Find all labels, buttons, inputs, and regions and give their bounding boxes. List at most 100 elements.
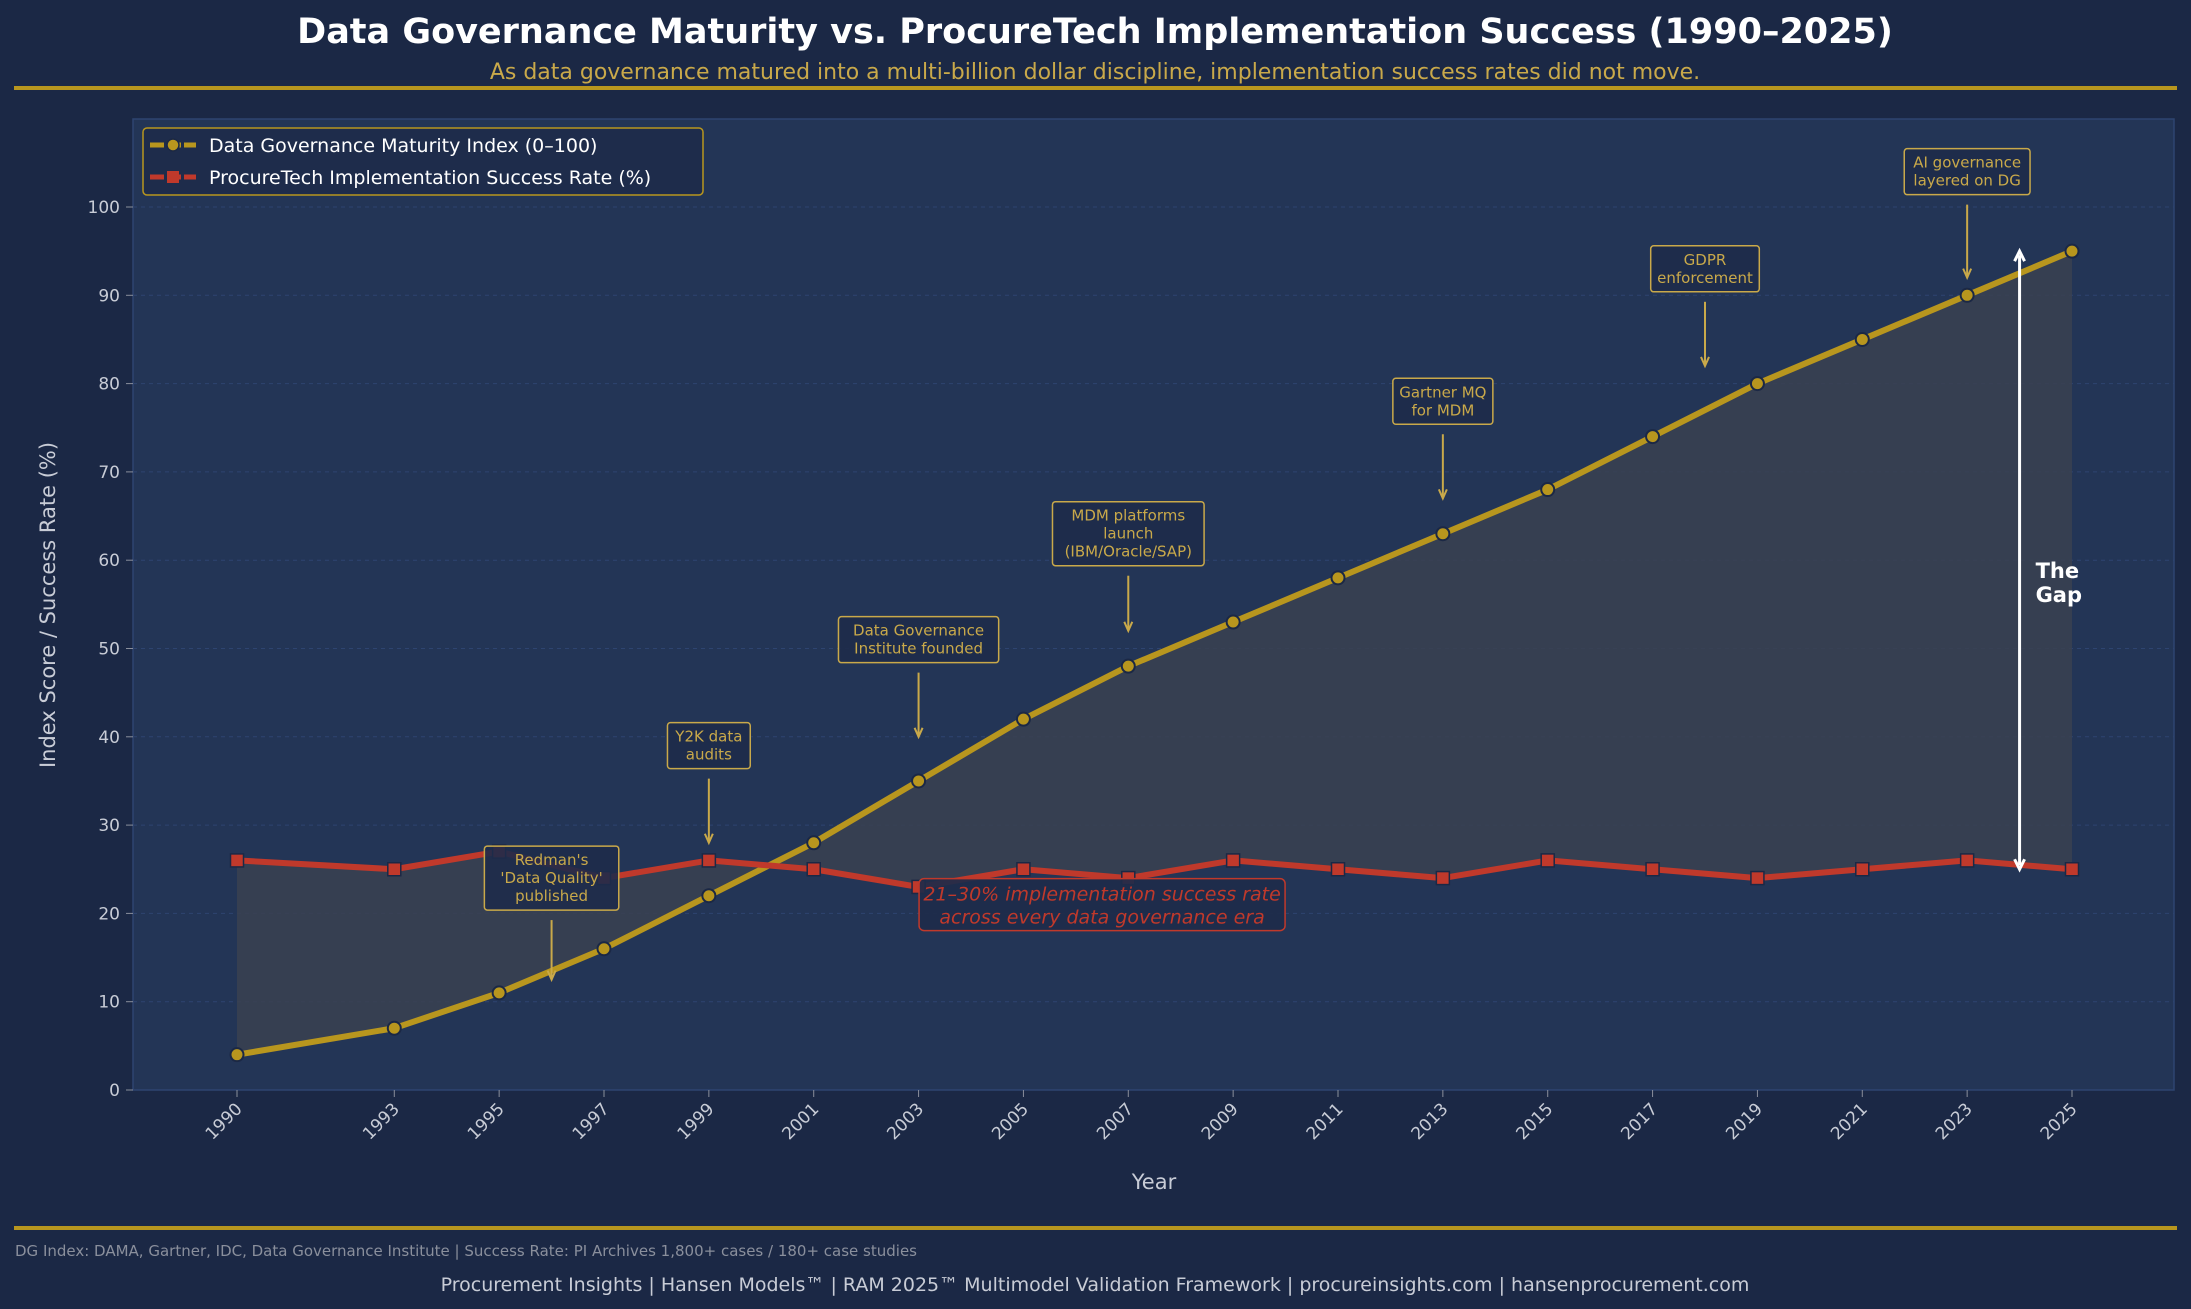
annotation-text: Institute founded <box>854 640 983 658</box>
dg-maturity-point <box>1015 711 1031 727</box>
y-tick-label: 100 <box>88 198 120 218</box>
annotation-text: AI governance <box>1913 154 2021 172</box>
y-tick-label: 0 <box>109 1081 120 1101</box>
callout-text: across every data governance era <box>939 907 1264 929</box>
dg-maturity-point <box>1120 658 1136 674</box>
legend-label: ProcureTech Implementation Success Rate … <box>209 167 651 189</box>
success-rate-point <box>229 853 245 868</box>
footer-credits: Procurement Insights | Hansen Models™ | … <box>441 1274 1750 1296</box>
annotation-text: layered on DG <box>1913 172 2020 190</box>
gap-area <box>237 251 2072 1055</box>
annotation-text: audits <box>686 746 732 764</box>
success-rate-point <box>1540 853 1555 868</box>
success-rate-point <box>2064 862 2080 877</box>
annotation: Redman's'Data Quality'published <box>483 845 620 983</box>
gap-label: The <box>2036 559 2080 583</box>
arrow-head-icon <box>1123 621 1134 634</box>
annotation-text: Y2K data <box>674 728 742 746</box>
arrow-head-icon <box>546 970 557 983</box>
dg-maturity-point <box>1749 376 1765 392</box>
annotation-box <box>1903 147 2031 196</box>
annotation-box <box>1649 245 1761 293</box>
annotation-box <box>1392 377 1494 426</box>
legend-label: Data Governance Maturity Index (0–100) <box>209 135 597 157</box>
legend-box <box>142 127 704 196</box>
x-axis-label: Year <box>1131 1170 1177 1194</box>
chart-title: Data Governance Maturity vs. ProcureTech… <box>297 12 1893 52</box>
annotation-text: (IBM/Oracle/SAP) <box>1065 543 1192 561</box>
dg-maturity-point <box>386 1020 402 1036</box>
success-rate-point <box>1225 853 1241 868</box>
dg-maturity-point <box>1540 482 1556 498</box>
arrow-head-icon <box>913 727 924 740</box>
success-rate-point <box>1750 870 1765 886</box>
top-divider <box>14 86 2177 90</box>
annotation-text: GDPR <box>1684 251 1727 269</box>
dg-maturity-point <box>596 941 612 957</box>
annotation-text: enforcement <box>1657 269 1753 287</box>
y-tick-label: 50 <box>98 640 120 660</box>
dg-maturity-point <box>229 1047 245 1063</box>
legend-circle-marker-icon <box>166 138 180 152</box>
annotation-text: Data Governance <box>853 622 984 640</box>
dg-maturity-point <box>1435 526 1451 542</box>
dg-maturity-point <box>911 773 927 789</box>
dg-maturity-point <box>806 835 822 851</box>
y-tick-label: 90 <box>98 286 120 306</box>
success-rate-point <box>701 853 717 868</box>
annotation-box <box>666 721 752 770</box>
arrow-head-icon <box>1437 488 1448 501</box>
annotation-text: for MDM <box>1411 401 1474 419</box>
annotation-text: MDM platforms <box>1071 507 1185 525</box>
y-tick-label: 70 <box>98 463 120 483</box>
gap-arrow-down-icon <box>2013 858 2026 873</box>
y-tick-label: 20 <box>98 904 120 924</box>
arrow-head-icon <box>1962 268 1973 281</box>
dg-maturity-point <box>1645 429 1661 445</box>
dg-maturity-point <box>701 888 717 904</box>
success-rate-point <box>1435 870 1451 886</box>
dg-maturity-point <box>1330 570 1346 586</box>
bottom-divider <box>14 1226 2177 1230</box>
gap-arrow-up-icon <box>2013 247 2026 262</box>
y-tick-label: 60 <box>98 551 120 571</box>
success-rate-point <box>806 862 821 877</box>
chart-subtitle: As data governance matured into a multi-… <box>490 60 1700 85</box>
success-rate-point <box>1016 862 1031 877</box>
success-rate-point <box>1855 862 1870 877</box>
legend: Data Governance Maturity Index (0–100) Pr… <box>142 127 704 196</box>
dg-maturity-line <box>236 248 2074 1058</box>
annotation-text: Gartner MQ <box>1399 383 1486 401</box>
gap-label: Gap <box>2036 583 2082 607</box>
annotation-text: 'Data Quality' <box>500 869 602 887</box>
annotation-text: launch <box>1103 525 1153 543</box>
annotation-text: Redman's <box>515 851 589 869</box>
success-rate-point <box>1645 862 1660 877</box>
y-tick-label: 30 <box>98 816 120 836</box>
success-rate-point <box>387 862 402 877</box>
dg-maturity-point <box>491 985 507 1001</box>
success-rate-point <box>1959 853 1975 868</box>
dg-maturity-point <box>1854 331 1870 347</box>
arrow-head-icon <box>1700 356 1710 369</box>
footer-source: DG Index: DAMA, Gartner, IDC, Data Gover… <box>15 1242 917 1260</box>
dg-maturity-point <box>1225 614 1241 630</box>
annotation-box <box>837 615 1000 664</box>
callout-box <box>918 877 1286 932</box>
y-tick-label: 80 <box>98 375 120 395</box>
arrow-head-icon <box>703 833 714 846</box>
annotation-box <box>483 845 620 911</box>
gap-fill <box>237 251 2072 1055</box>
y-tick-label: 40 <box>98 728 120 748</box>
success-rate-point <box>1330 862 1346 877</box>
dg-maturity-point <box>2064 243 2080 259</box>
annotation-text: published <box>515 887 588 905</box>
